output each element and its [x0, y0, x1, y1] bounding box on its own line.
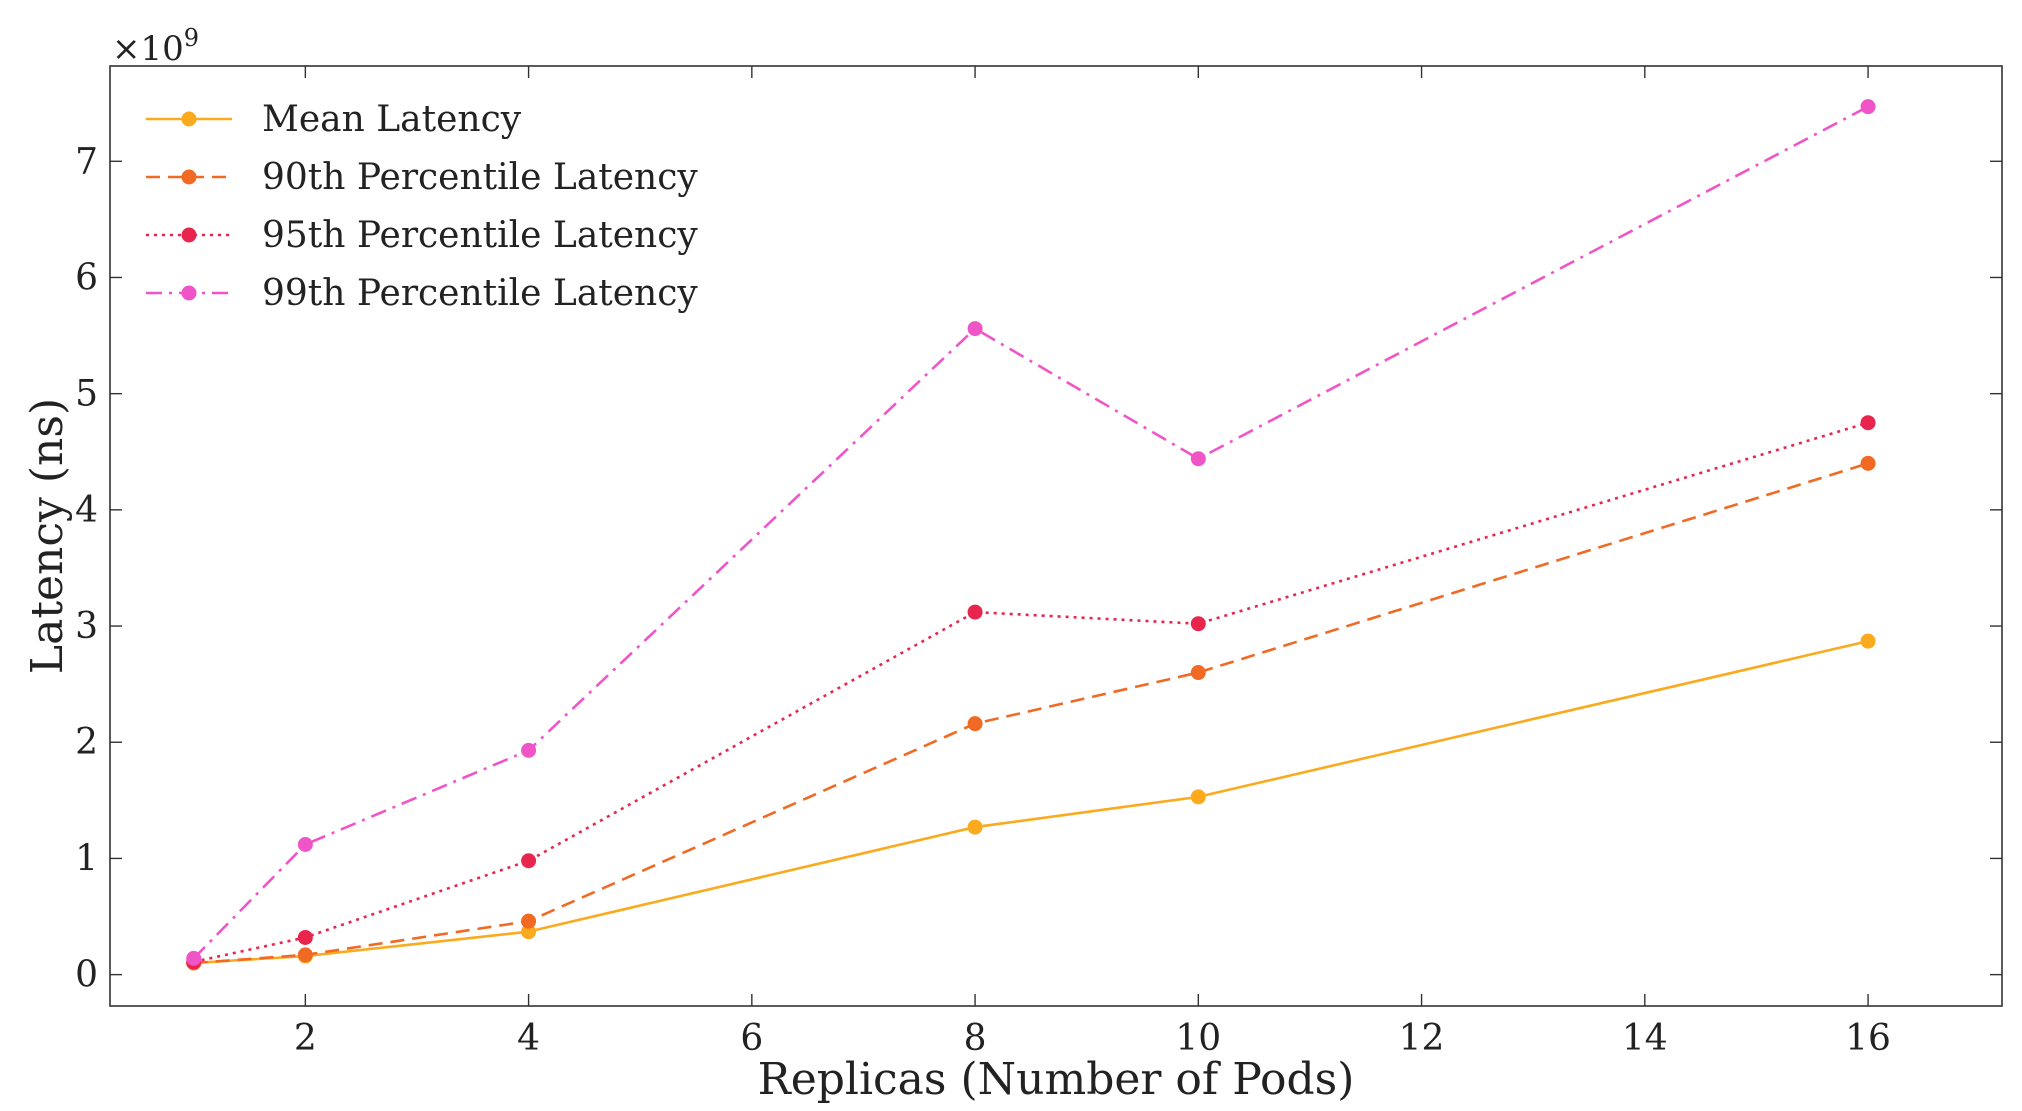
data-point	[1190, 451, 1206, 467]
series-line-3	[192, 105, 1869, 960]
legend-swatch-marker	[181, 169, 197, 185]
data-point	[297, 947, 313, 963]
data-point	[967, 604, 983, 620]
x-tick-label: 16	[1845, 1018, 1891, 1059]
x-tick-label: 2	[294, 1018, 317, 1059]
y-axis-label: Latency (ns)	[22, 398, 73, 674]
data-point	[1190, 616, 1206, 632]
legend-entry-label: Mean Latency	[262, 99, 522, 140]
legend-entry-label: 90th Percentile Latency	[262, 157, 698, 198]
series-line-0	[193, 639, 1869, 965]
x-tick-label: 10	[1175, 1018, 1221, 1059]
legend-entry-label: 99th Percentile Latency	[262, 273, 698, 314]
data-point	[1190, 789, 1206, 805]
series-line-1	[193, 462, 1869, 965]
legend: Mean Latency 90th Percentile Latency 95th …	[146, 99, 698, 314]
legend-entry-label: 95th Percentile Latency	[262, 215, 698, 256]
data-point	[1190, 665, 1206, 681]
data-point	[521, 742, 537, 758]
data-point	[1860, 99, 1876, 115]
y-axis-multiplier-exponent: 9	[184, 24, 199, 52]
legend-swatch-marker	[181, 111, 197, 127]
data-point	[1860, 633, 1876, 649]
x-axis-label: Replicas (Number of Pods)	[758, 1054, 1355, 1105]
y-tick-label: 2	[75, 722, 98, 763]
y-tick-label: 3	[75, 606, 98, 647]
y-tick-label: 5	[75, 374, 98, 415]
legend-swatch-marker	[181, 227, 197, 243]
y-axis-multiplier: ×109	[112, 24, 199, 69]
series-layer	[186, 99, 1876, 971]
x-tick-label: 6	[740, 1018, 763, 1059]
data-point	[1860, 415, 1876, 431]
y-tick-label: 7	[75, 141, 98, 182]
x-tick-label: 8	[964, 1018, 987, 1059]
data-point	[967, 716, 983, 732]
data-point	[521, 924, 537, 940]
data-point	[521, 853, 537, 869]
data-point	[967, 321, 983, 337]
data-point	[1860, 455, 1876, 471]
data-point	[521, 913, 537, 929]
x-tick-label: 12	[1399, 1018, 1445, 1059]
y-tick-label: 0	[75, 955, 98, 996]
y-tick-label: 6	[75, 257, 98, 298]
x-tick-label: 4	[517, 1018, 540, 1059]
series-line-2	[193, 421, 1869, 964]
y-tick-label: 4	[75, 490, 98, 531]
x-tick-label: 14	[1622, 1018, 1668, 1059]
y-tick-label: 1	[75, 838, 98, 879]
legend-swatch-marker	[181, 285, 197, 301]
data-point	[297, 929, 313, 945]
data-point	[297, 836, 313, 852]
data-point	[967, 819, 983, 835]
plot-frame	[109, 65, 2003, 1007]
data-point	[186, 950, 202, 966]
